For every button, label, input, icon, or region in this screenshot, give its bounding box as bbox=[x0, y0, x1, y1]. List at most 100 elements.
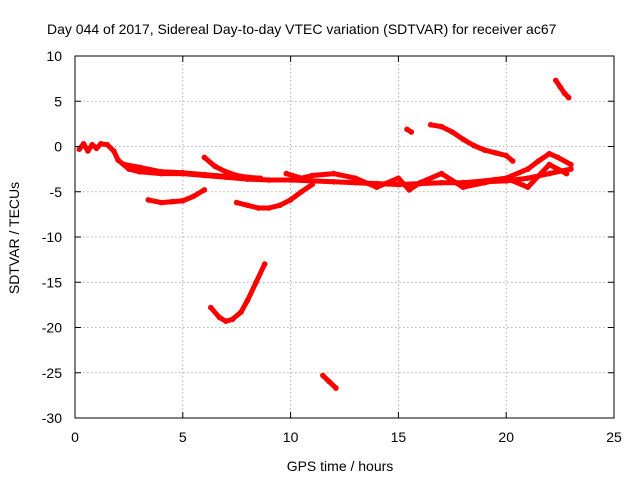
data-point bbox=[223, 169, 229, 175]
data-point bbox=[568, 166, 574, 172]
y-axis-label: SDTVAR / TECUs bbox=[6, 182, 22, 294]
data-point bbox=[525, 166, 531, 172]
data-point bbox=[136, 169, 143, 175]
y-tick-label: -25 bbox=[42, 365, 62, 381]
data-point bbox=[283, 170, 290, 177]
series-arc-10 bbox=[428, 122, 516, 164]
data-point bbox=[460, 136, 466, 143]
data-point bbox=[233, 199, 240, 206]
x-tick-label: 10 bbox=[283, 429, 299, 445]
data-point bbox=[449, 129, 456, 135]
data-point bbox=[326, 379, 333, 385]
data-point bbox=[557, 84, 563, 90]
data-point bbox=[555, 154, 561, 161]
data-point bbox=[481, 178, 488, 184]
data-point bbox=[98, 141, 104, 147]
data-point bbox=[298, 175, 305, 181]
data-point bbox=[201, 187, 208, 193]
data-point bbox=[261, 261, 268, 267]
y-tick-label: -20 bbox=[42, 320, 62, 336]
data-point bbox=[561, 90, 568, 96]
data-point bbox=[546, 150, 553, 157]
data-point bbox=[277, 202, 283, 209]
data-point bbox=[80, 141, 87, 147]
data-point bbox=[417, 179, 423, 186]
data-point bbox=[503, 175, 510, 181]
data-point bbox=[309, 181, 316, 188]
data-point bbox=[320, 372, 326, 379]
data-point bbox=[565, 94, 572, 101]
series-arc-12 bbox=[553, 77, 572, 101]
y-tick-label: -5 bbox=[50, 184, 63, 200]
data-point bbox=[333, 385, 339, 391]
data-point bbox=[229, 316, 236, 323]
data-point bbox=[395, 175, 402, 181]
series-arc-6 bbox=[208, 261, 268, 324]
data-point bbox=[244, 174, 251, 181]
data-point bbox=[255, 205, 262, 211]
data-point bbox=[115, 157, 121, 163]
data-point bbox=[85, 148, 91, 154]
data-point bbox=[287, 177, 294, 183]
data-point bbox=[503, 152, 510, 159]
data-point bbox=[190, 193, 197, 200]
data-point bbox=[509, 158, 516, 164]
data-point bbox=[481, 147, 488, 153]
chart-title: Day 044 of 2017, Sidereal Day-to-day VTE… bbox=[47, 21, 557, 37]
data-point bbox=[201, 171, 208, 178]
data-point bbox=[374, 184, 380, 190]
data-point bbox=[568, 161, 574, 168]
data-point bbox=[309, 172, 316, 179]
data-point bbox=[158, 199, 164, 206]
data-point bbox=[330, 170, 337, 177]
data-point bbox=[535, 158, 542, 164]
data-point bbox=[257, 175, 264, 181]
data-point bbox=[104, 141, 111, 148]
data-point bbox=[553, 77, 559, 84]
data-point bbox=[223, 318, 229, 325]
data-point bbox=[546, 170, 553, 177]
data-point bbox=[180, 198, 186, 204]
data-point bbox=[158, 169, 164, 175]
series-arc-8 bbox=[283, 162, 570, 193]
data-point bbox=[244, 202, 251, 209]
data-point bbox=[492, 150, 499, 156]
data-point bbox=[253, 279, 259, 286]
x-tick-label: 25 bbox=[606, 429, 622, 445]
data-point bbox=[438, 179, 445, 186]
data-point bbox=[404, 126, 410, 133]
data-point bbox=[406, 187, 413, 193]
data-point bbox=[438, 123, 445, 130]
x-tick-label: 15 bbox=[391, 429, 407, 445]
data-point bbox=[238, 309, 244, 315]
data-point bbox=[287, 197, 294, 203]
data-point bbox=[438, 170, 445, 177]
data-point bbox=[525, 184, 531, 190]
data-point bbox=[233, 172, 240, 179]
data-point bbox=[136, 164, 143, 171]
y-tick-label: 0 bbox=[54, 139, 62, 155]
data-point bbox=[208, 304, 214, 311]
gridlines bbox=[75, 56, 614, 418]
data-point bbox=[408, 129, 415, 135]
data-point bbox=[330, 179, 337, 185]
data-point bbox=[76, 146, 83, 152]
axis-ticks: 0 5 10 15 20 25 -30 -25 -20 -15 -10 -5 0 5 10 bbox=[42, 48, 622, 445]
data-point bbox=[201, 154, 208, 161]
data-point bbox=[525, 175, 531, 181]
data-point bbox=[244, 297, 251, 304]
data-point bbox=[427, 122, 434, 128]
y-tick-label: 5 bbox=[54, 93, 62, 109]
y-tick-label: -15 bbox=[42, 274, 62, 290]
data-point bbox=[223, 173, 229, 180]
x-tick-label: 0 bbox=[71, 429, 79, 445]
data-point bbox=[216, 314, 223, 321]
data-point bbox=[266, 177, 272, 183]
data-point bbox=[460, 184, 466, 190]
x-tick-label: 5 bbox=[179, 429, 187, 445]
x-axis-label: GPS time / hours bbox=[287, 458, 394, 474]
data-point bbox=[93, 145, 100, 152]
data-point bbox=[212, 163, 218, 170]
data-point bbox=[121, 161, 128, 168]
